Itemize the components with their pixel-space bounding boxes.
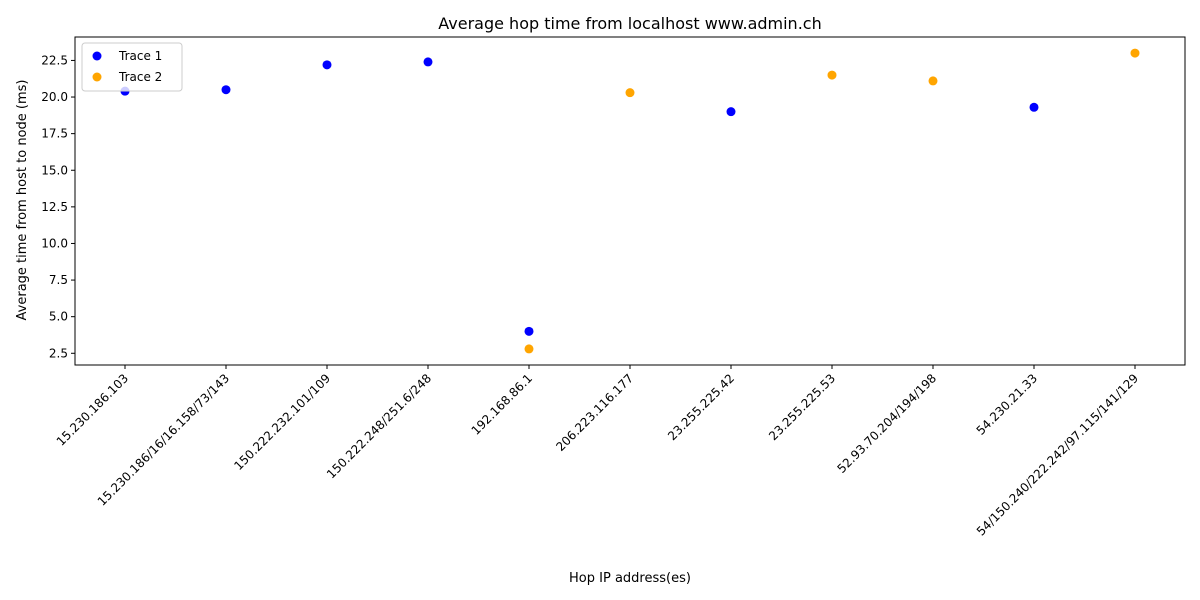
- y-tick-label: 12.5: [41, 200, 68, 214]
- plot-area: 2.5 5.0 7.5 10.0 12.5 15.0 17.5 20.0 22.5 15.230.…: [41, 36, 1186, 538]
- y-tick-label: 7.5: [49, 273, 68, 287]
- x-tick-label: 192.168.86.1: [469, 371, 536, 438]
- y-axis-title: Average time from host to node (ms): [15, 80, 30, 321]
- y-tick-label: 20.0: [41, 90, 68, 104]
- data-point-trace-2: [1130, 48, 1140, 58]
- data-point-trace-2: [827, 70, 837, 80]
- x-tick-label: 206.223.116.177: [553, 371, 636, 454]
- y-tick-label: 17.5: [41, 127, 68, 141]
- data-point-trace-2: [524, 344, 534, 354]
- x-tick-label: 150.222.232.101/109: [231, 371, 333, 473]
- legend-label-trace-2: Trace 2: [118, 70, 162, 84]
- legend-marker-trace-1: [92, 51, 102, 61]
- y-tick-label: 5.0: [49, 310, 68, 324]
- data-point-trace-1: [726, 107, 736, 117]
- y-tick-label: 22.5: [41, 53, 68, 67]
- data-point-trace-1: [1029, 102, 1039, 112]
- data-point-trace-1: [423, 57, 433, 67]
- legend: Trace 1 Trace 2: [81, 42, 183, 92]
- legend-label-trace-1: Trace 1: [118, 49, 162, 63]
- legend-box: [81, 42, 183, 92]
- data-point-trace-1: [221, 85, 231, 95]
- y-tick-label: 10.0: [41, 236, 68, 250]
- plot-frame: [74, 36, 1186, 366]
- x-tick-label: 15.230.186.103: [54, 371, 131, 448]
- data-point-trace-1: [322, 60, 332, 70]
- x-tick-label: 23.255.225.42: [665, 371, 737, 443]
- x-tick-label: 23.255.225.53: [766, 371, 838, 443]
- x-tick-label: 54.230.21.33: [974, 371, 1041, 438]
- legend-marker-trace-2: [92, 72, 102, 82]
- data-point-trace-2: [928, 76, 938, 86]
- x-tick-label: 52.93.70.204/194/198: [834, 371, 939, 476]
- x-tick-label: 150.222.248/251.6/248: [324, 371, 434, 481]
- chart-title: Average hop time from localhost www.admi…: [438, 14, 821, 33]
- y-tick-label: 2.5: [49, 346, 68, 360]
- x-axis-title: Hop IP address(es): [569, 571, 691, 586]
- data-point-trace-2: [625, 88, 635, 98]
- x-tick-label: 54/150.240/222.242/97.115/141/129: [974, 371, 1141, 538]
- y-tick-label: 15.0: [41, 163, 68, 177]
- data-point-trace-1: [524, 326, 534, 336]
